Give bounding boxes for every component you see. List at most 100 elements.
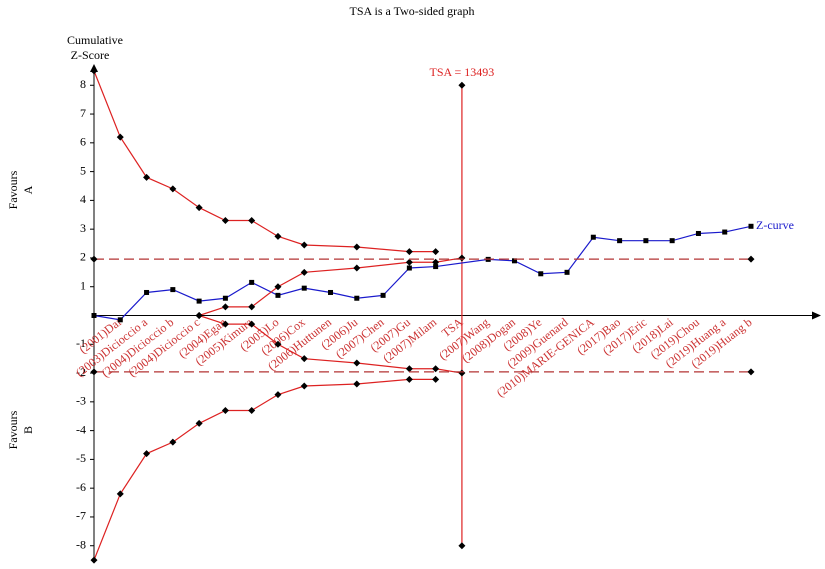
point [458,369,466,377]
point [90,556,98,564]
y-tick-label: -5 [76,451,86,465]
y-tick-label: 5 [80,163,86,177]
point [405,248,413,256]
point [143,173,151,181]
series-line [198,257,463,317]
point [747,368,755,376]
series-line [93,70,436,253]
favours-label: A [21,185,35,194]
point [432,365,440,373]
point [405,365,413,373]
point [748,223,754,229]
point [353,380,361,388]
y-tick-label: -3 [76,394,86,408]
point [405,258,413,266]
point [538,271,544,277]
point [275,292,281,298]
point [91,313,97,318]
x-axis-arrow [812,311,821,320]
y-tick-label: 2 [80,250,86,264]
y-tick-label: -6 [76,480,86,494]
point [300,382,308,390]
point [274,232,282,240]
point [617,238,623,244]
point [274,283,282,291]
point [380,292,386,298]
point [274,391,282,399]
point [432,248,440,256]
y-tick-label: -1 [76,336,86,350]
point [695,230,701,236]
point [353,243,361,251]
point [196,298,202,304]
point [248,217,256,225]
point [169,438,177,446]
y-tick-label: -4 [76,422,86,436]
point [117,317,123,323]
point [353,359,361,367]
favours-label: Favours [6,410,20,449]
point [144,289,150,295]
point [405,375,413,383]
tsa-marker [458,81,466,89]
point [564,269,570,275]
point [274,340,282,348]
point [722,229,728,235]
series-label: Z-curve [756,218,794,232]
point [169,185,177,193]
y-tick-label: -7 [76,509,86,523]
y-axis-title: Cumulative [67,33,123,47]
point [433,264,439,270]
point [301,285,307,291]
point [353,264,361,272]
point [248,320,256,328]
point [354,295,360,301]
y-tick-label: 1 [80,278,86,292]
point [90,67,98,75]
point [221,217,229,225]
point [195,312,203,319]
y-axis-title: Z-Score [71,48,110,62]
point [300,355,308,363]
favours-label: Favours [6,170,20,209]
y-tick-label: 3 [80,221,86,235]
point [90,368,98,376]
series-line [93,378,436,561]
point [669,238,675,244]
point [747,255,755,263]
tsa-marker [458,542,466,550]
chart-title: TSA is a Two-sided graph [350,4,475,18]
tsa-label: TSA = 13493 [430,65,495,79]
point [248,406,256,414]
y-tick-label: 6 [80,135,86,149]
point [300,268,308,276]
point [143,450,151,458]
point [249,279,255,285]
point [222,295,228,301]
point [248,303,256,311]
point [116,490,124,498]
point [300,241,308,249]
series-line [93,225,752,321]
point [590,234,596,240]
point [221,320,229,328]
point [432,375,440,383]
point [90,255,98,263]
y-tick-label: 7 [80,106,86,120]
point [221,303,229,311]
point [170,287,176,293]
point [195,204,203,212]
favours-label: B [21,426,35,434]
point [643,238,649,244]
point [116,133,124,141]
point [221,406,229,414]
y-tick-label: 8 [80,77,86,91]
point [328,289,334,295]
y-tick-label: 4 [80,192,86,206]
point [511,258,517,264]
y-tick-label: -8 [76,537,86,551]
point [195,419,203,427]
point [432,258,440,266]
y-tick-label: -2 [76,365,86,379]
